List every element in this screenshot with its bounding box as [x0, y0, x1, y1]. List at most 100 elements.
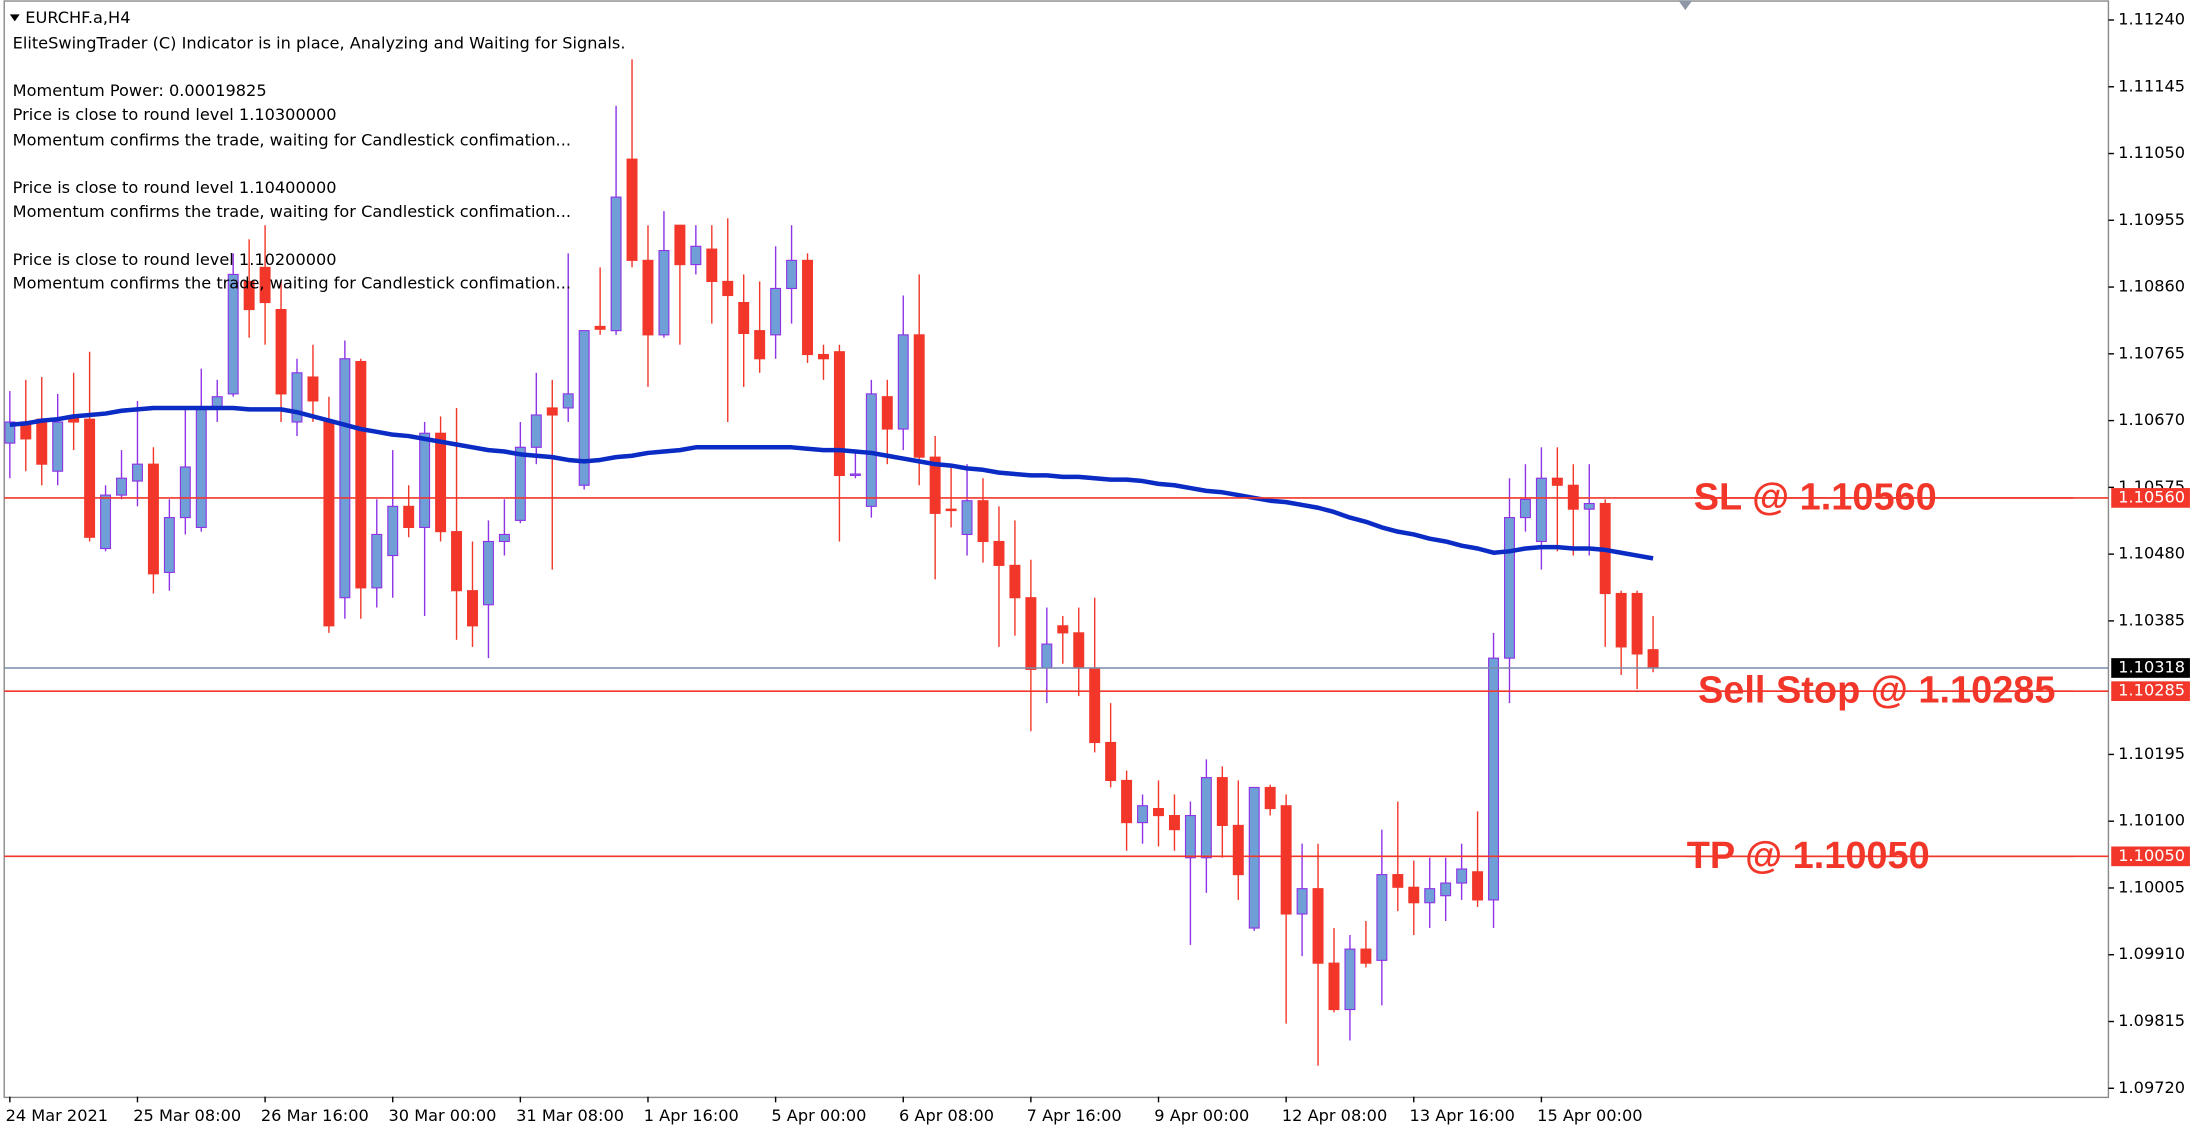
- candle-body: [195, 407, 207, 528]
- candle-body: [482, 540, 494, 606]
- current-price-tag: [2111, 658, 2190, 678]
- candle-body: [642, 259, 654, 336]
- candle-body: [546, 407, 558, 416]
- plot-frame: [3, 0, 2110, 1099]
- y-tick-label: 1.10670: [2118, 410, 2185, 429]
- candle-body: [371, 533, 383, 589]
- candle-body: [163, 517, 175, 573]
- candle-body: [1184, 815, 1196, 859]
- candle-body: [945, 508, 957, 512]
- x-tick-label: 9 Apr 00:00: [1154, 1106, 1249, 1125]
- candle-body: [1504, 517, 1515, 659]
- candle-body: [355, 361, 367, 589]
- level-price-tag: [2111, 681, 2190, 702]
- candle-body: [658, 249, 670, 336]
- candle-body: [881, 396, 893, 430]
- candle-body: [498, 533, 510, 543]
- y-tick-label: 1.10100: [2118, 811, 2185, 830]
- candle-body: [1105, 741, 1117, 781]
- candle-body: [259, 266, 271, 304]
- candle-body: [1200, 777, 1212, 859]
- shift-marker: [1678, 0, 1693, 11]
- indicator-annotation: Price is close to round level 1.10200000: [13, 250, 337, 269]
- x-tick-label: 7 Apr 16:00: [1027, 1106, 1122, 1125]
- candle-body: [403, 505, 415, 528]
- candle-body: [275, 308, 287, 395]
- indicator-annotation: Momentum confirms the trade, waiting for…: [13, 274, 571, 293]
- y-tick-label: 1.10195: [2118, 744, 2185, 763]
- y-tick-label: 1.09910: [2118, 944, 2185, 963]
- candle-body: [1073, 632, 1085, 669]
- candle-body: [913, 334, 925, 458]
- x-tick-label: 12 Apr 08:00: [1282, 1106, 1387, 1125]
- candles: [4, 59, 1659, 1066]
- candle-body: [754, 330, 766, 360]
- x-tick-label: 26 Mar 16:00: [261, 1106, 369, 1125]
- indicator-annotation: Momentum confirms the trade, waiting for…: [13, 202, 571, 221]
- candle-body: [610, 196, 622, 332]
- candle-body: [1583, 502, 1595, 510]
- candle-body: [1168, 815, 1180, 831]
- candle-body: [1328, 962, 1340, 1011]
- candle-body: [179, 466, 191, 519]
- candle-body: [770, 287, 782, 336]
- candle-body: [993, 540, 1005, 566]
- candle-body: [1153, 807, 1164, 817]
- y-tick-label: 1.10005: [2118, 877, 2185, 896]
- candle-body: [4, 421, 16, 444]
- candle-body: [594, 325, 606, 330]
- candle-body: [514, 446, 526, 521]
- indicator-annotation: Price is close to round level 1.10400000: [13, 178, 337, 197]
- y-tick-label: 1.10480: [2118, 544, 2185, 563]
- candle-body: [451, 531, 463, 592]
- candle-body: [147, 463, 159, 575]
- candle-body: [1137, 805, 1149, 824]
- y-tick-label: 1.10860: [2118, 277, 2185, 296]
- candle-body: [467, 590, 478, 627]
- indicator-annotation: Momentum Power: 0.00019825: [13, 81, 267, 100]
- level-price-label: 1.10050: [2118, 846, 2185, 865]
- x-tick-label: 24 Mar 2021: [6, 1106, 108, 1125]
- y-tick-label: 1.09720: [2118, 1078, 2185, 1097]
- candle-body: [578, 330, 590, 486]
- candle-body: [1296, 888, 1308, 915]
- level-price-tag: [2111, 488, 2190, 508]
- candle-body: [929, 456, 941, 514]
- y-tick-label: 1.10765: [2118, 343, 2185, 362]
- candle-body: [1535, 477, 1547, 543]
- candle-body: [674, 224, 686, 266]
- candle-body: [291, 372, 303, 423]
- candle-body: [419, 432, 431, 528]
- symbol-menu-arrow[interactable]: [9, 14, 20, 22]
- candle-body: [1248, 786, 1260, 929]
- candle-body: [626, 158, 638, 261]
- candle-body: [1057, 625, 1069, 634]
- x-tick-label: 15 Apr 00:00: [1537, 1106, 1642, 1125]
- candle-body: [1232, 824, 1244, 876]
- candle-body: [1376, 874, 1388, 961]
- candle-body: [530, 414, 542, 448]
- chart-title: EURCHF.a,H4: [25, 8, 130, 27]
- candle-body: [307, 376, 319, 402]
- candle-body: [1344, 948, 1356, 1011]
- moving-average-line: [9, 405, 1654, 561]
- candle-body: [1025, 597, 1037, 670]
- candle-body: [52, 421, 64, 472]
- candle-body: [84, 418, 96, 538]
- level-price-label: 1.10285: [2118, 681, 2185, 700]
- candle-body: [961, 500, 973, 536]
- y-tick-label: 1.09815: [2118, 1011, 2185, 1030]
- indicator-annotation: Price is close to round level 1.10300000: [13, 105, 337, 124]
- candle-body: [786, 259, 798, 290]
- x-tick-label: 31 Mar 08:00: [516, 1106, 624, 1125]
- candle-body: [690, 245, 702, 266]
- candle-body: [100, 494, 112, 550]
- candle-body: [897, 334, 909, 430]
- candle-body: [802, 259, 814, 356]
- candle-body: [706, 248, 718, 283]
- x-tick-label: 13 Apr 16:00: [1410, 1106, 1515, 1125]
- candle-body: [865, 393, 877, 507]
- x-tick-label: 25 Mar 08:00: [133, 1106, 241, 1125]
